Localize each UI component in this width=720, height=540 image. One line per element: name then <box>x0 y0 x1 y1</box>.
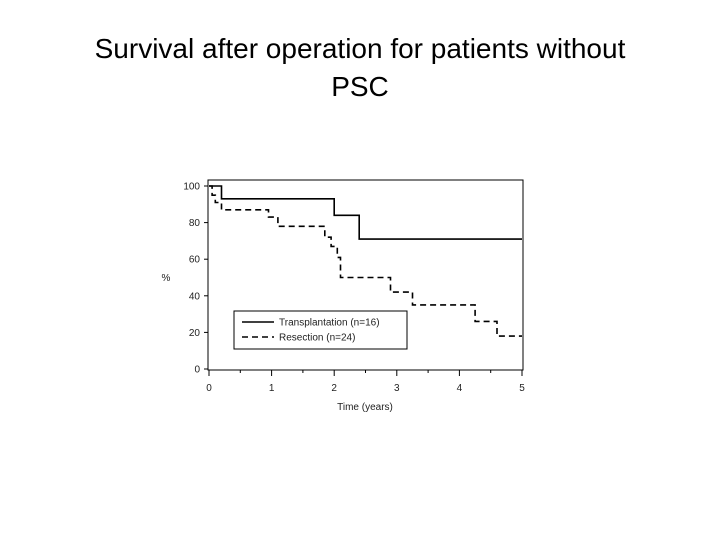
y-tick-label-60: 60 <box>189 255 201 266</box>
y-tick-label-80: 80 <box>189 218 201 229</box>
legend-label-0: Transplantation (n=16) <box>279 318 380 329</box>
legend-box <box>233 310 408 350</box>
x-tick-label-1: 1 <box>269 383 275 394</box>
x-tick-label-4: 4 <box>457 383 463 394</box>
y-tick-label-0: 0 <box>194 365 200 376</box>
y-axis-label: % <box>162 273 171 284</box>
x-tick-label-2: 2 <box>331 383 337 394</box>
y-tick-label-20: 20 <box>189 328 201 339</box>
series-line-0 <box>209 185 522 240</box>
series-line-1 <box>209 185 522 337</box>
slide-title-line-1: Survival after operation for patients wi… <box>94 33 626 64</box>
x-axis-label: Time (years) <box>337 402 393 413</box>
x-axis: 0 1 2 3 4 5 <box>206 370 525 394</box>
x-tick-label-3: 3 <box>394 383 400 394</box>
y-tick-label-40: 40 <box>189 291 201 302</box>
x-tick-label-5: 5 <box>519 383 525 394</box>
legend-label-1: Resection (n=24) <box>279 333 355 344</box>
slide-title-line-2: PSC <box>331 71 389 102</box>
series-layer <box>209 185 522 337</box>
slide-title: Survival after operation for patients wi… <box>40 30 680 106</box>
y-tick-label-100: 100 <box>183 182 200 193</box>
y-axis: 0 20 40 60 80 100 <box>183 182 208 376</box>
legend: Transplantation (n=16) Resection (n=24) <box>233 310 408 350</box>
x-tick-label-0: 0 <box>206 383 212 394</box>
